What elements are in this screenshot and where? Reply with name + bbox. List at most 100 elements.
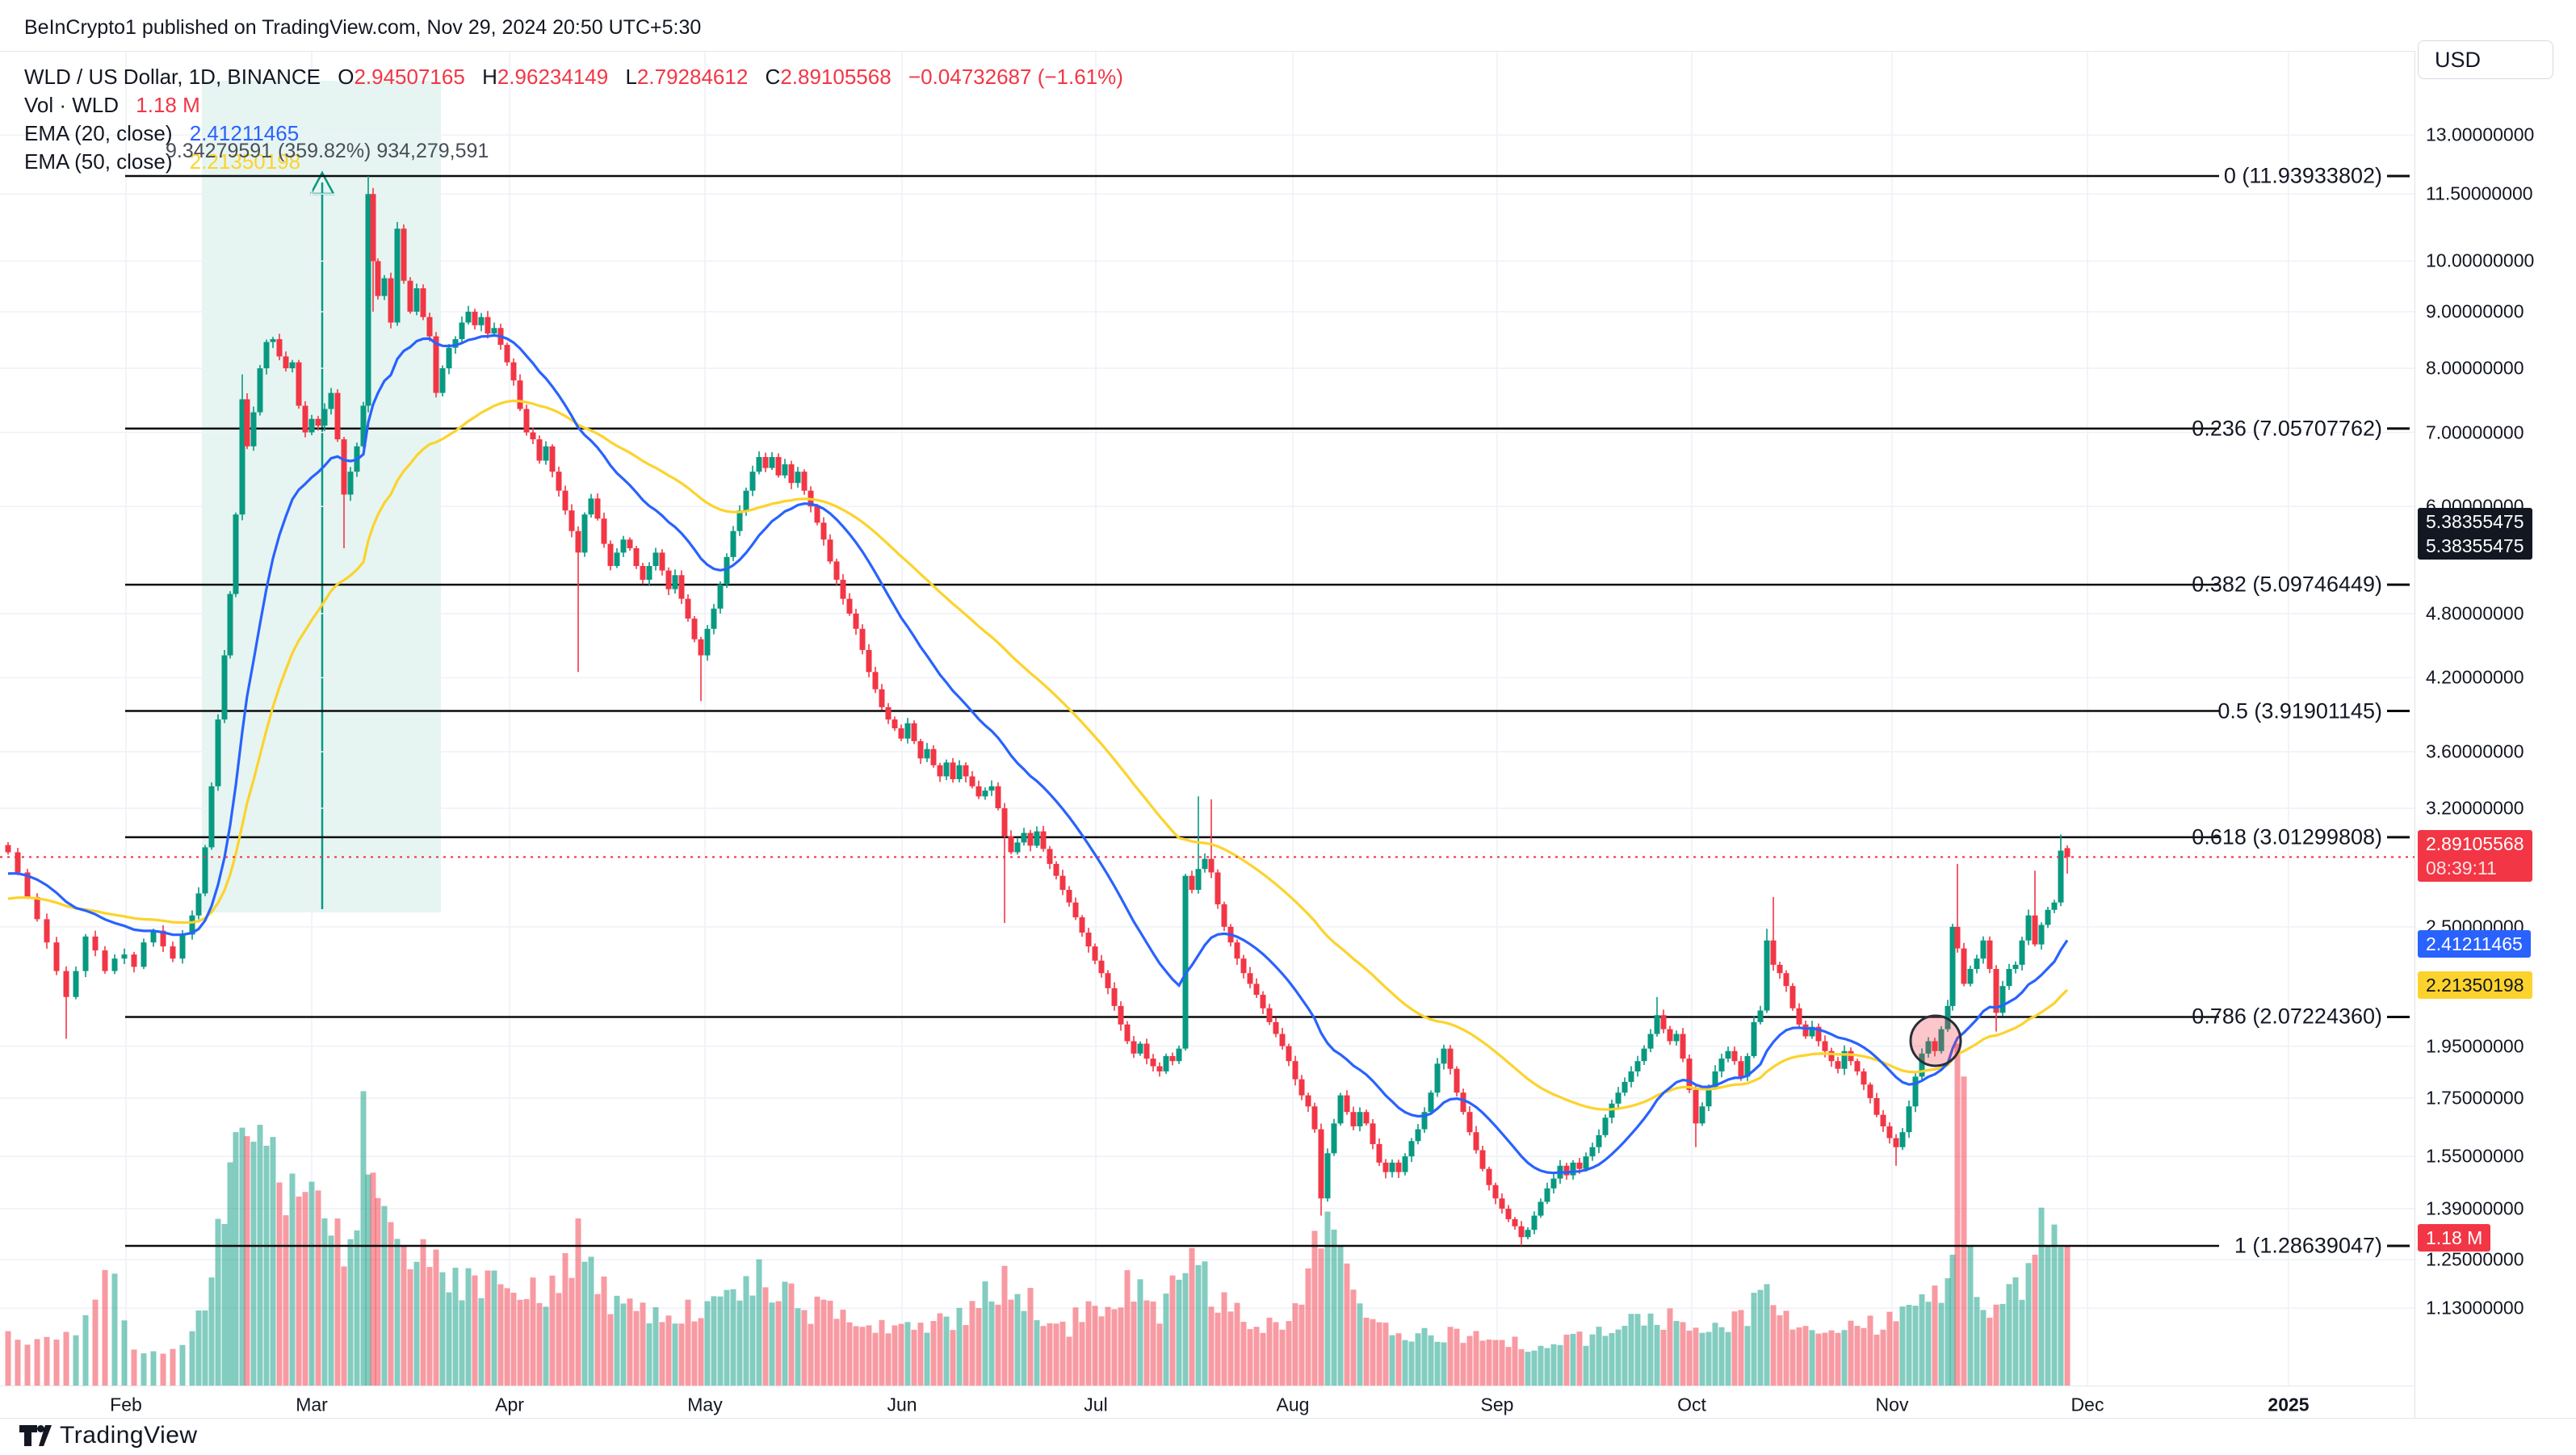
candle-body xyxy=(1479,1150,1486,1169)
candle-body xyxy=(150,930,157,943)
candle-body xyxy=(1066,890,1072,903)
tradingview-logo-icon xyxy=(19,1425,52,1446)
candle-body xyxy=(1815,1026,1822,1042)
candle-body xyxy=(1589,1147,1596,1157)
volume-bar xyxy=(1434,1341,1441,1386)
ema20-label[interactable]: EMA (20, close) xyxy=(24,121,173,145)
candle-body xyxy=(892,719,898,728)
time-axis-label-Nov[interactable]: Nov xyxy=(1875,1394,1909,1415)
candle-body xyxy=(620,539,627,553)
time-axis-label-Mar[interactable]: Mar xyxy=(296,1394,328,1415)
candle-body xyxy=(1641,1048,1647,1062)
symbol-title[interactable]: WLD / US Dollar, 1D, BINANCE xyxy=(24,65,321,89)
fib-label-0.382: 0.382 (5.09746449) xyxy=(2192,572,2382,597)
volume-bar xyxy=(1143,1300,1150,1386)
candle-body xyxy=(995,786,1001,809)
time-axis-label-Dec[interactable]: Dec xyxy=(2070,1394,2104,1415)
volume-bar xyxy=(614,1295,620,1386)
candle-body xyxy=(898,728,904,739)
volume-bar xyxy=(491,1270,497,1386)
time-axis-label-Oct[interactable]: Oct xyxy=(1677,1394,1706,1415)
legend-ema50-row[interactable]: EMA (50, close) 2.21350198 xyxy=(24,149,300,174)
currency-label: USD xyxy=(2435,47,2482,72)
volume-bar xyxy=(523,1298,530,1386)
candle-body xyxy=(1861,1071,1867,1085)
volume-bar xyxy=(517,1299,523,1386)
candle-body xyxy=(530,432,536,440)
candle-body xyxy=(257,368,263,413)
candle-body xyxy=(375,261,381,296)
tradingview-logo[interactable]: TradingView xyxy=(18,1421,198,1450)
time-axis-label-Sep[interactable]: Sep xyxy=(1480,1394,1514,1415)
volume-bar xyxy=(141,1353,147,1386)
volume-bar xyxy=(1202,1261,1208,1386)
legend-ema20-row[interactable]: EMA (20, close) 2.41211465 xyxy=(24,121,299,146)
candle-body xyxy=(1980,940,1987,959)
time-axis-label-2025[interactable]: 2025 xyxy=(2268,1394,2310,1415)
time-axis-label-Aug[interactable]: Aug xyxy=(1276,1394,1310,1415)
volume-bar xyxy=(672,1323,678,1386)
candle-body xyxy=(1531,1215,1538,1231)
candle-body xyxy=(840,580,846,599)
volume-bar xyxy=(1344,1263,1350,1386)
currency-toggle-button[interactable]: USD xyxy=(2418,40,2553,79)
volume-bar xyxy=(1286,1321,1292,1386)
candle-body xyxy=(1783,973,1789,987)
volume-bar xyxy=(195,1310,202,1386)
volume-bar xyxy=(1738,1310,1744,1386)
candle-body xyxy=(426,317,433,337)
candle-body xyxy=(963,765,969,777)
volume-bar xyxy=(1815,1333,1822,1386)
candle-body xyxy=(1092,946,1098,961)
time-axis-label-Feb[interactable]: Feb xyxy=(110,1394,142,1415)
volume-bar xyxy=(504,1288,510,1386)
candle-body xyxy=(1253,983,1260,996)
candle-body xyxy=(1169,1055,1176,1062)
candle-body xyxy=(1835,1061,1841,1069)
legend-symbol-row[interactable]: WLD / US Dollar, 1D, BINANCE O2.94507165… xyxy=(24,65,1123,90)
volume-bar xyxy=(5,1331,11,1386)
volume-bar xyxy=(698,1318,704,1386)
candle-body xyxy=(581,514,588,553)
volume-bar xyxy=(1324,1211,1331,1386)
price-axis[interactable] xyxy=(2414,51,2576,1418)
candle-body xyxy=(2006,969,2012,987)
volume-bar xyxy=(1544,1348,1550,1386)
volume-bar xyxy=(1589,1334,1596,1386)
volume-bar xyxy=(407,1268,413,1386)
volume-label[interactable]: Vol · WLD xyxy=(24,93,120,117)
candle-body xyxy=(1949,926,1956,1006)
candle-body xyxy=(911,723,917,741)
header-divider xyxy=(0,51,2576,52)
volume-badge: 1.18 M xyxy=(2418,1224,2491,1252)
volume-bar xyxy=(1770,1305,1777,1386)
candle-body xyxy=(1828,1050,1835,1062)
time-axis-label-May[interactable]: May xyxy=(687,1394,723,1415)
time-axis-label-Apr[interactable]: Apr xyxy=(495,1394,524,1415)
volume-bar xyxy=(898,1323,904,1386)
legend-volume-row[interactable]: Vol · WLD 1.18 M xyxy=(24,93,200,118)
volume-bar xyxy=(1693,1327,1699,1386)
candle-body xyxy=(388,278,394,323)
volume-bar xyxy=(1053,1323,1059,1386)
volume-bar xyxy=(215,1218,221,1386)
candle-body xyxy=(659,552,665,571)
ema50-label[interactable]: EMA (50, close) xyxy=(24,149,173,174)
volume-bar xyxy=(982,1281,988,1386)
volume-bar xyxy=(244,1136,250,1386)
time-axis-label-Jul[interactable]: Jul xyxy=(1084,1394,1108,1415)
volume-bar xyxy=(1092,1306,1098,1386)
volume-bar xyxy=(749,1295,756,1386)
candle-body xyxy=(1525,1230,1531,1238)
candle-body xyxy=(1622,1081,1628,1093)
volume-bar xyxy=(1150,1301,1156,1386)
candle-body xyxy=(885,707,892,720)
ema50-value: 2.21350198 xyxy=(189,149,301,174)
volume-bar xyxy=(1925,1302,1932,1386)
volume-bar xyxy=(202,1310,208,1386)
volume-bar xyxy=(943,1316,950,1386)
candle-body xyxy=(1292,1061,1298,1080)
time-axis-label-Jun[interactable]: Jun xyxy=(887,1394,917,1415)
volume-bar xyxy=(1789,1329,1796,1386)
